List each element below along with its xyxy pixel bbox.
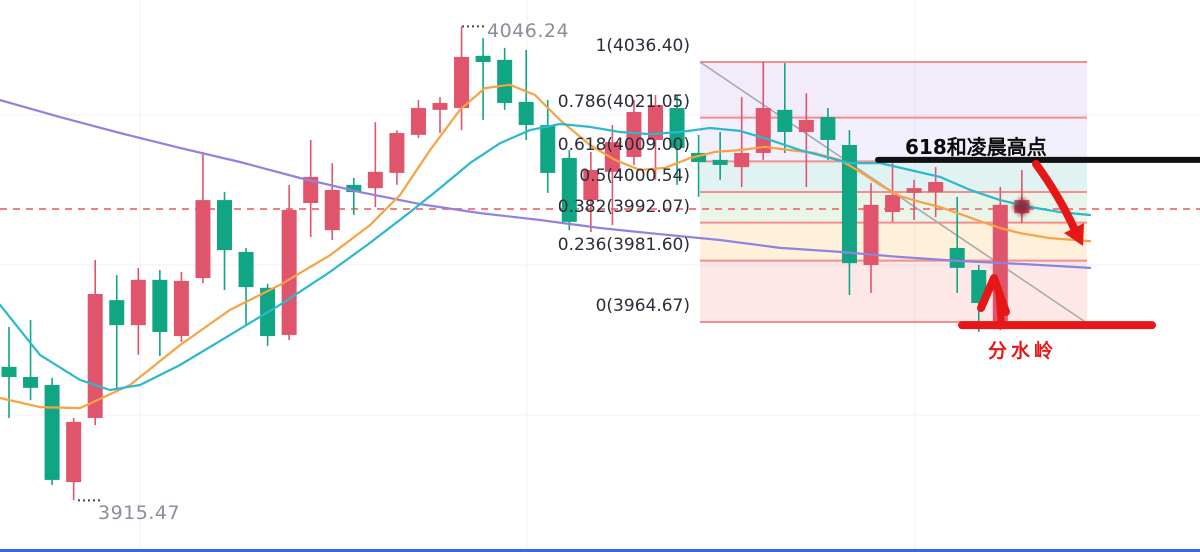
candle-body: [195, 200, 211, 279]
candle-body: [23, 376, 39, 388]
candle-body: [389, 133, 405, 173]
candle-body: [540, 125, 556, 173]
candle-body: [928, 181, 944, 193]
candle-body: [1, 366, 17, 377]
down-arrow-head-icon: [1064, 223, 1084, 246]
candle-body: [109, 300, 125, 326]
candle-body: [583, 170, 599, 201]
candle-body: [173, 280, 189, 337]
candle-body: [691, 152, 707, 163]
candle-body: [410, 108, 426, 135]
candle-body: [906, 188, 922, 193]
candle-body: [626, 112, 642, 157]
candle-body: [561, 158, 577, 222]
candle-body: [712, 159, 728, 165]
candle-body: [841, 145, 857, 264]
candle-body: [432, 102, 448, 110]
candle-body: [820, 117, 836, 140]
ma-orange-fast: [0, 83, 1092, 410]
candle-body: [518, 101, 534, 126]
ma-cyan-mid: [0, 122, 1092, 392]
candle-body: [669, 108, 685, 148]
ma-purple-slow: [0, 98, 1092, 269]
candle-body: [238, 251, 254, 288]
up-arrow-tail: [995, 291, 1005, 324]
candle-body: [777, 109, 793, 132]
candle-body: [949, 247, 965, 268]
candle-body: [604, 142, 620, 172]
candle-body: [475, 55, 491, 62]
candle-body: [281, 209, 297, 335]
candle-body: [66, 421, 82, 483]
candle-body: [497, 59, 513, 103]
candle-body: [734, 152, 750, 168]
candle-body: [367, 171, 383, 189]
candle-body: [755, 108, 771, 153]
candle-body: [798, 119, 814, 132]
candle-body: [44, 384, 60, 480]
candle-body: [130, 279, 146, 326]
candle-body: [303, 176, 319, 203]
candle-body: [217, 200, 232, 251]
candle-body: [346, 184, 362, 193]
candle-body: [152, 279, 168, 333]
down-arrow[interactable]: [1032, 160, 1078, 232]
candle-body: [885, 195, 901, 213]
candle-body: [324, 189, 340, 231]
bottom-border-line: [0, 549, 1200, 552]
fib-zone[interactable]: [700, 260, 1087, 322]
candle-body: [454, 56, 470, 109]
candle-body: [863, 204, 879, 265]
fib-zone[interactable]: [700, 222, 1087, 261]
candle-body: [648, 105, 663, 140]
